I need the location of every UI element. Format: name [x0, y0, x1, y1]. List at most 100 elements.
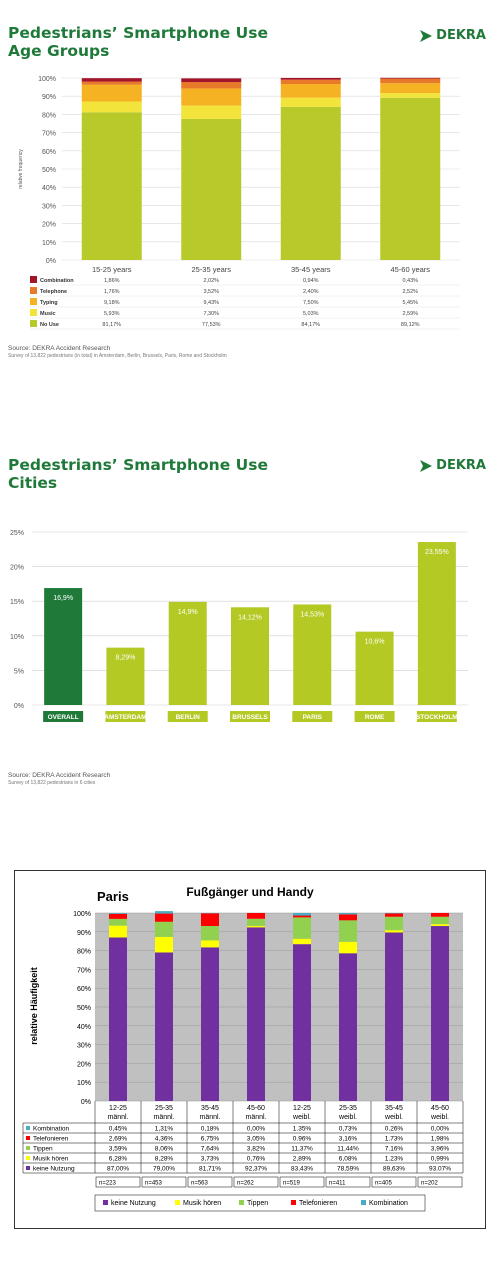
data-label: 2,02%	[203, 278, 219, 284]
legend-swatch	[30, 320, 37, 327]
bar-segment-tippen	[385, 916, 403, 931]
legend-label: Musik hören	[183, 1200, 221, 1207]
paris-title: Fußgänger und Handy	[186, 885, 314, 899]
data-label: 16,9%	[53, 595, 73, 602]
y-axis-label: relative frequency	[18, 149, 24, 189]
data-label: 1.23%	[385, 1156, 404, 1163]
bar-segment-kombination	[339, 913, 357, 915]
bar-segment-musik-hören	[431, 924, 449, 927]
bar-segment-typing	[181, 88, 242, 106]
data-label: 8,06%	[155, 1146, 174, 1153]
data-label: 1,76%	[104, 289, 120, 295]
legend-label: Tippen	[247, 1200, 268, 1207]
bar-segment-telephone	[280, 79, 341, 85]
data-label: 3,73%	[201, 1156, 220, 1163]
x-tick-label: 12-25	[109, 1105, 127, 1112]
bar-segment-no-use	[81, 112, 142, 260]
panel1-source: Source: DEKRA Accident Research Survey o…	[8, 345, 227, 359]
data-label: 23,55%	[425, 549, 449, 556]
bar-segment-telefonieren	[155, 913, 173, 922]
panel2-title: Pedestrians’ Smartphone Use Cities	[8, 456, 268, 492]
x-tick-label: 25-35	[339, 1105, 357, 1112]
data-label: 1,86%	[104, 278, 120, 284]
y-tick-label: 10%	[42, 240, 56, 247]
category-tag-bg	[43, 711, 84, 722]
panel1-title-line1: Pedestrians’ Smartphone Use	[8, 24, 268, 42]
data-label: 2,89%	[293, 1156, 312, 1163]
bar-segment-tippen	[247, 918, 265, 926]
legend-swatch	[26, 1126, 30, 1130]
data-label: 10,6%	[365, 639, 385, 646]
dekra-logo-2: DEKRA	[419, 458, 486, 473]
data-label: 0,00%	[247, 1126, 266, 1133]
y-tick-label: 0%	[14, 703, 24, 710]
data-label: 6,75%	[201, 1136, 220, 1143]
bar-segment-tippen	[339, 920, 357, 942]
data-label: 1,31%	[155, 1126, 174, 1133]
data-label: 84,17%	[301, 322, 320, 328]
data-label: 9,18%	[104, 300, 120, 306]
legend-swatch	[175, 1200, 180, 1205]
bar-segment-musik-hören	[339, 941, 357, 954]
bar-segment-keine-nutzung	[109, 937, 127, 1101]
paris-chart: Paris Fußgänger und Handy relative Häufi…	[22, 885, 464, 1212]
data-label: 81,71%	[199, 1166, 221, 1173]
bar-segment-music	[380, 93, 441, 98]
bar-segment-keine-nutzung	[293, 944, 311, 1101]
bar-segment-telefonieren	[247, 913, 265, 919]
y-tick-label: 40%	[42, 185, 56, 192]
legend-swatch	[26, 1156, 30, 1160]
paris-ylabel: relative Häufigkeit	[29, 967, 39, 1045]
data-label: 2,40%	[303, 289, 319, 295]
y-tick-label: 70%	[77, 967, 91, 974]
data-label: 79,00%	[153, 1166, 175, 1173]
data-label: 0,00%	[431, 1126, 450, 1133]
dekra-logo-text: DEKRA	[436, 458, 486, 473]
n-box	[95, 1176, 141, 1188]
data-label: 6,08%	[339, 1156, 358, 1163]
bar-segment-tippen	[293, 917, 311, 939]
category-tag-label: BRUSSELS	[232, 714, 268, 721]
bar-overall	[44, 588, 83, 705]
data-label: 3,52%	[203, 289, 219, 295]
x-tick-label: 12-25	[293, 1105, 311, 1112]
y-tick-label: 5%	[14, 668, 24, 675]
category-tag-bg	[230, 711, 270, 722]
bar-segment-music	[280, 97, 341, 107]
panel-cities: Pedestrians’ Smartphone Use Cities DEKRA…	[0, 440, 500, 800]
n-box	[417, 1176, 463, 1188]
bar-segment-combination	[181, 78, 242, 83]
data-label: 0,43%	[402, 278, 418, 284]
age-groups-chart: 0% 10% 20% 30% 40% 50% 60% 70% 80% 90% 100% relativ…	[18, 76, 460, 330]
data-label: 3,16%	[339, 1136, 358, 1143]
bar-segment-musik-hören	[385, 930, 403, 933]
category-tag-label: AMSTERDAM	[104, 714, 146, 721]
category-tag-bg	[292, 711, 333, 722]
bar-paris	[293, 604, 332, 705]
data-label: 7,64%	[201, 1146, 220, 1153]
x-tick-label: 15-25 years	[92, 265, 132, 274]
bar-segment-keine-nutzung	[201, 947, 219, 1101]
y-tick-label: 50%	[77, 1005, 91, 1012]
data-label: 8,28%	[155, 1156, 174, 1163]
x-tick-label: 45-60	[431, 1105, 449, 1112]
panel1-source-text: Source: DEKRA Accident Research	[8, 345, 111, 352]
row-label: keine Nutzung	[33, 1166, 75, 1173]
legend-swatch	[26, 1136, 30, 1140]
y-tick-label: 0%	[46, 258, 56, 265]
bar-segment-kombination	[293, 913, 311, 916]
bar-segment-tippen	[201, 926, 219, 941]
data-label: 0,73%	[339, 1126, 358, 1133]
bar-segment-music	[181, 105, 242, 119]
data-label: 81,17%	[102, 322, 121, 328]
legend-label: Music	[40, 311, 56, 317]
x-tick-label: 35-45 years	[291, 265, 331, 274]
legend-label: Telefonieren	[299, 1200, 337, 1207]
data-label: 7,50%	[303, 300, 319, 306]
legend-swatch	[30, 298, 37, 305]
dekra-logo-icon	[420, 29, 433, 42]
bar-segment-tippen	[109, 918, 127, 926]
data-label: 9,43%	[203, 300, 219, 306]
n-box	[279, 1176, 325, 1188]
legend-label: Kombination	[369, 1200, 408, 1207]
